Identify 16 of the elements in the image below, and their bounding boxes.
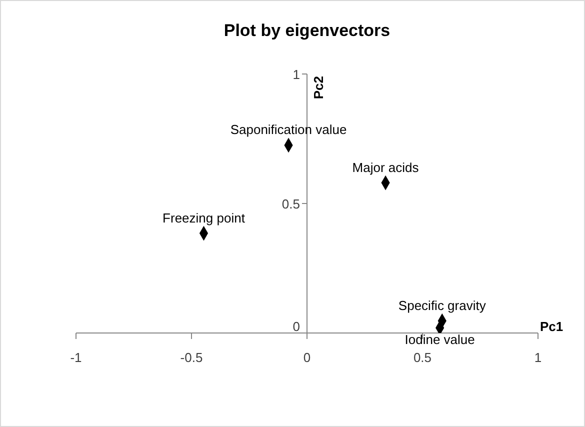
annotation: Specific gravity	[398, 298, 486, 313]
x-tick-label: 1	[534, 350, 542, 366]
x-axis-title: Pc1	[540, 319, 564, 334]
chart-title: Plot by eigenvectors	[224, 21, 390, 40]
annotation: Freezing point	[162, 210, 246, 226]
y-tick-label: 1	[292, 67, 300, 82]
annotation: Saponification value	[230, 122, 347, 138]
x-tick-label: -1	[70, 350, 82, 366]
y-tick-label: 0.5	[282, 196, 300, 212]
x-tick-label: 0	[303, 350, 311, 366]
x-tick-label: -0.5	[180, 350, 203, 366]
annotation: Iodine value	[404, 332, 475, 347]
annotation: Major acids	[352, 160, 420, 175]
y-tick-label: 0	[292, 319, 300, 334]
x-tick-label: 0.5	[413, 350, 432, 366]
y-axis-title: Pc2	[311, 76, 326, 100]
